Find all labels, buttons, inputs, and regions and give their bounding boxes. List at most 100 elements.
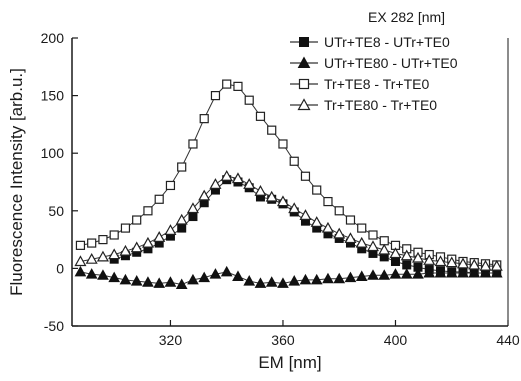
data-point	[434, 266, 447, 278]
data-point	[345, 215, 356, 225]
x-tick-label: 400	[384, 332, 408, 348]
data-point	[390, 256, 400, 266]
data-point	[310, 216, 323, 227]
data-point	[434, 255, 447, 267]
data-point	[130, 241, 143, 253]
legend-marker	[299, 37, 309, 47]
data-point	[165, 180, 176, 191]
data-point	[98, 235, 108, 245]
data-point	[334, 206, 344, 216]
data-point	[199, 114, 209, 124]
data-point	[289, 156, 299, 166]
x-tick-label: 320	[159, 332, 183, 348]
data-point	[321, 221, 334, 233]
data-point	[232, 270, 244, 281]
legend-marker	[298, 78, 310, 90]
data-point	[423, 266, 436, 278]
data-point	[355, 270, 368, 281]
x-tick-label: 440	[496, 332, 520, 348]
data-point	[278, 139, 288, 149]
data-point	[220, 170, 233, 181]
data-point	[85, 268, 98, 279]
data-point	[254, 277, 267, 288]
legend-item: UTr+TE80 - UTr+TE0	[290, 55, 458, 71]
data-point	[198, 271, 211, 283]
legend-item: Tr+TE8 - Tr+TE0	[290, 76, 429, 92]
data-point	[368, 230, 378, 240]
data-point	[445, 266, 458, 278]
data-point	[333, 227, 346, 239]
data-point	[222, 79, 232, 89]
data-point	[479, 266, 492, 278]
series-2	[74, 265, 503, 290]
data-point	[153, 277, 166, 288]
data-point	[153, 231, 166, 242]
data-point	[209, 268, 222, 279]
data-point	[220, 265, 233, 277]
data-point	[75, 240, 86, 250]
data-point	[233, 81, 243, 91]
x-axis-title: EM [nm]	[258, 353, 321, 372]
data-point	[244, 95, 254, 105]
data-point	[333, 272, 346, 284]
y-tick-label: 50	[48, 203, 64, 219]
y-tick-label: 100	[41, 145, 65, 161]
data-point	[267, 125, 277, 135]
y-tick-label: 200	[41, 30, 65, 46]
data-point	[288, 275, 301, 286]
series-line	[80, 175, 497, 267]
data-point	[154, 194, 164, 204]
data-point	[231, 172, 244, 184]
data-point	[378, 243, 391, 255]
y-tick-label: -50	[44, 318, 64, 334]
data-point	[299, 209, 312, 221]
legend-label: Tr+TE80 - Tr+TE0	[324, 97, 437, 113]
data-point	[120, 223, 131, 233]
data-point	[175, 213, 188, 225]
data-point	[210, 90, 221, 101]
legend-marker	[297, 98, 311, 111]
data-point	[187, 273, 199, 285]
data-point	[378, 269, 391, 280]
x-tick-label: 360	[271, 332, 295, 348]
data-point	[142, 276, 154, 287]
data-point	[468, 258, 481, 270]
data-point	[299, 273, 312, 285]
data-point	[323, 196, 333, 207]
legend-item: UTr+TE8 - UTr+TE0	[290, 34, 450, 50]
data-point	[119, 273, 132, 285]
data-point	[87, 238, 97, 248]
legend-label: Tr+TE8 - Tr+TE0	[324, 76, 429, 92]
data-point	[367, 269, 379, 280]
data-point	[96, 250, 109, 262]
data-point	[188, 139, 198, 149]
data-point	[143, 206, 153, 216]
data-point	[141, 236, 154, 248]
data-point	[389, 268, 402, 279]
data-point	[423, 254, 436, 265]
data-point	[74, 255, 87, 267]
y-tick-label: 0	[56, 260, 64, 276]
data-point	[322, 272, 334, 284]
data-point	[468, 266, 481, 278]
data-point	[74, 265, 87, 277]
data-point	[479, 259, 492, 271]
data-point	[255, 111, 266, 121]
data-point	[177, 223, 187, 233]
data-point	[411, 251, 425, 263]
data-point	[265, 190, 278, 202]
data-point	[130, 275, 143, 286]
data-point	[355, 236, 368, 248]
data-point	[490, 266, 503, 278]
data-point	[366, 240, 380, 252]
data-point	[402, 260, 412, 270]
data-point	[357, 223, 367, 233]
data-point	[277, 277, 289, 288]
data-point	[85, 252, 98, 264]
data-point	[412, 268, 424, 279]
legend-item: Tr+TE80 - Tr+TE0	[290, 97, 437, 113]
data-point	[109, 230, 119, 240]
data-point	[97, 269, 109, 280]
data-point	[108, 271, 121, 283]
